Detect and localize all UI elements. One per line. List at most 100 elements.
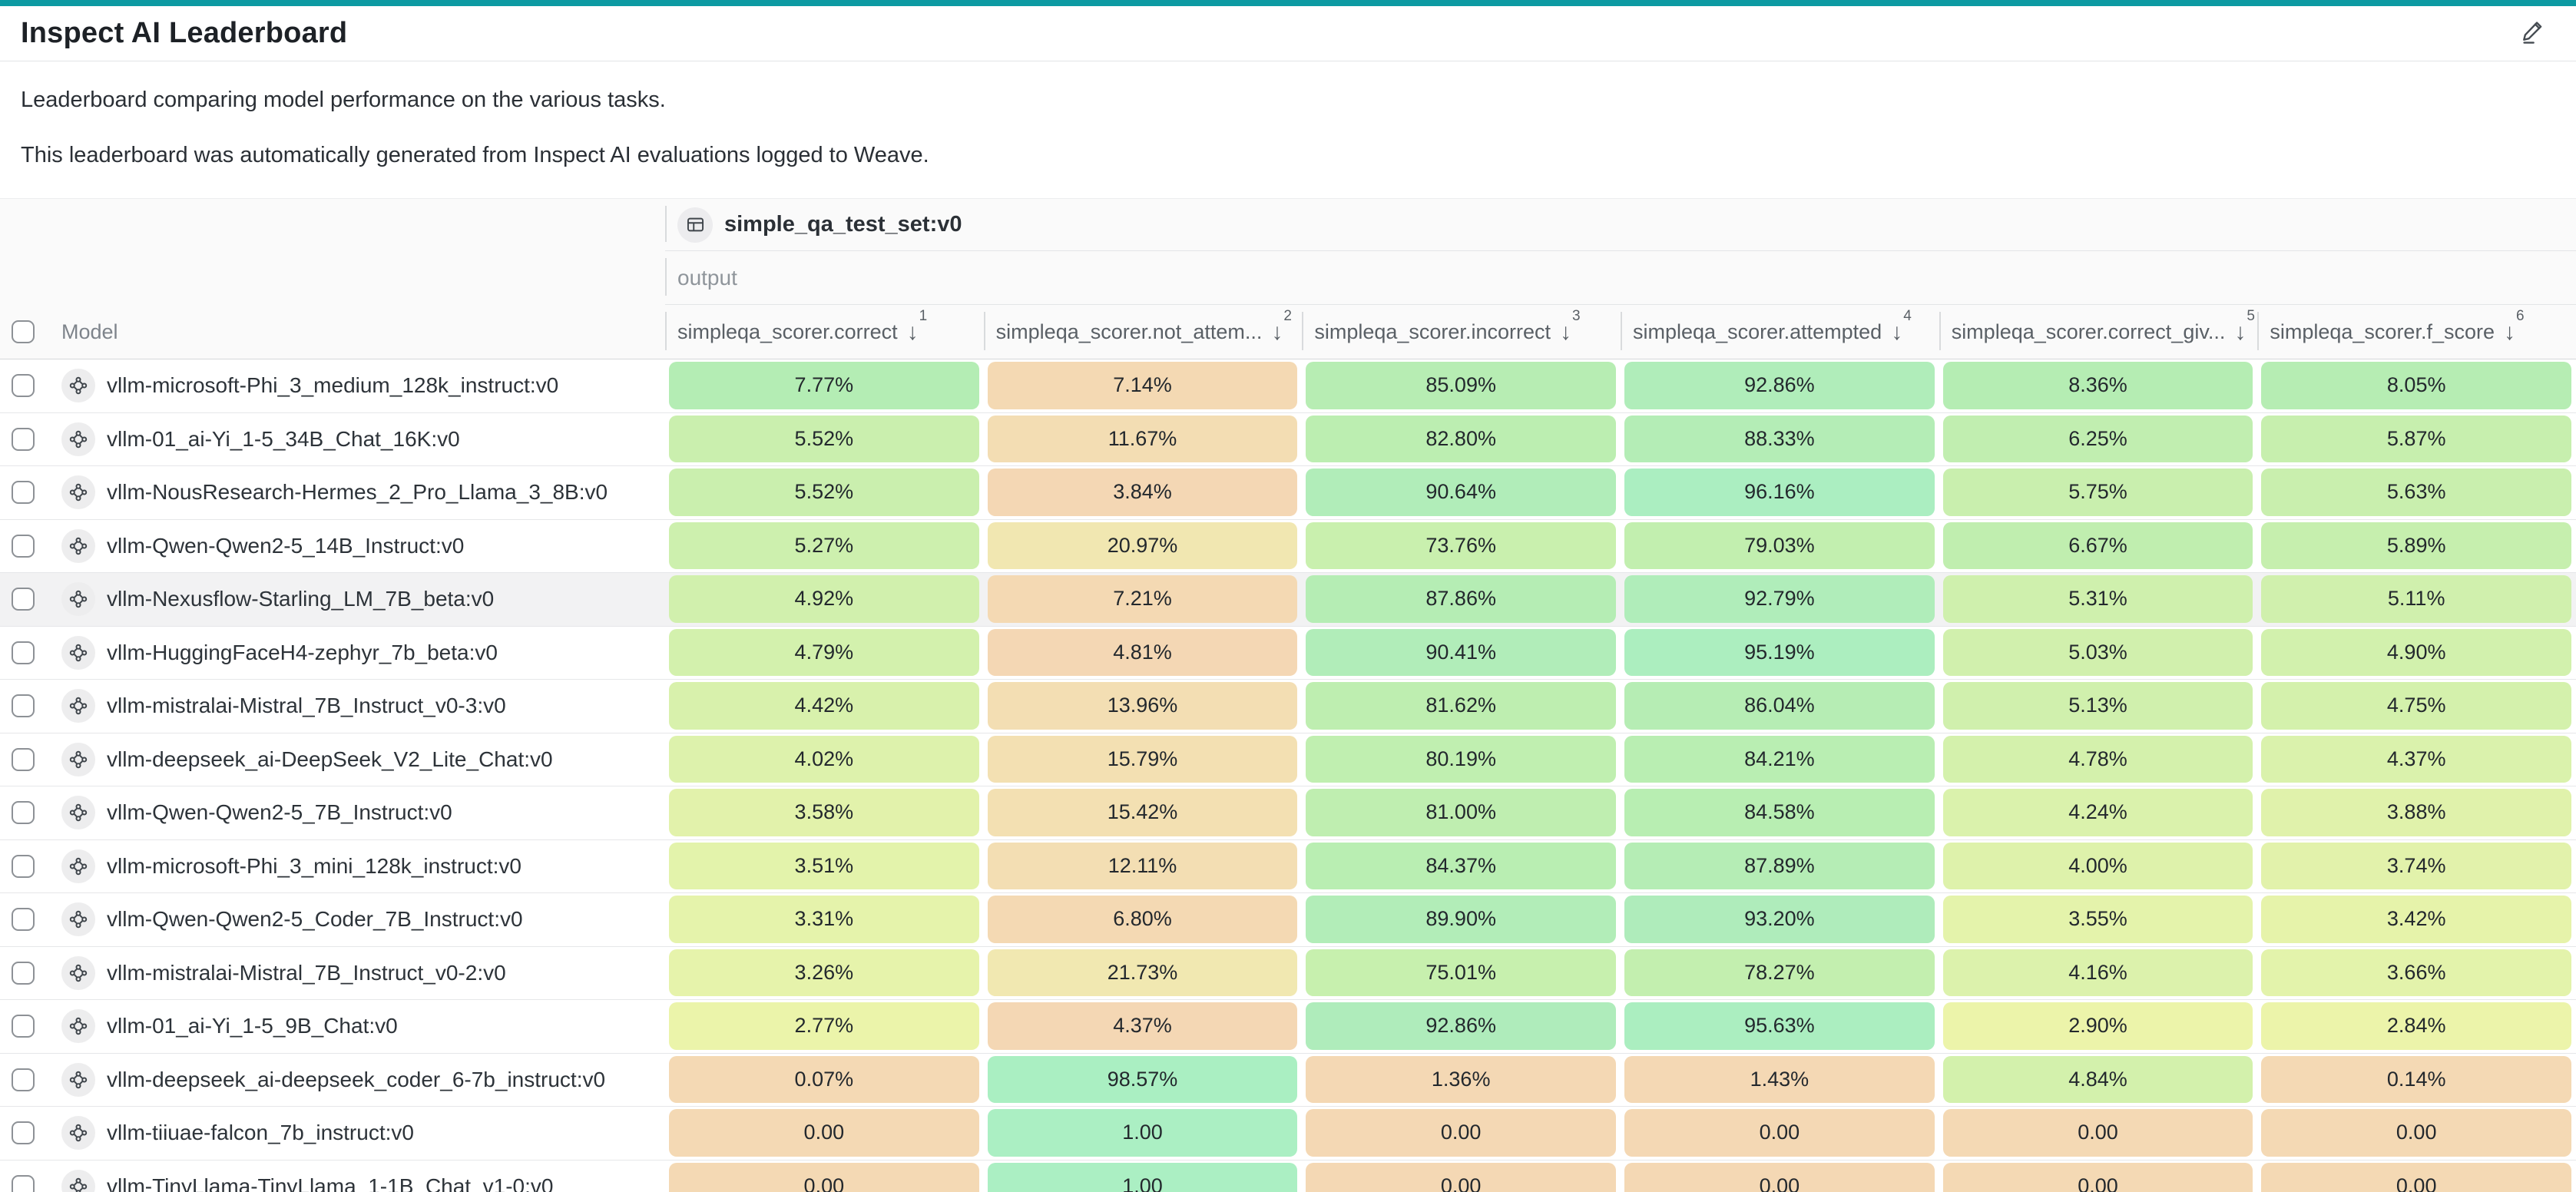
score-value-pill[interactable]: 92.86% [1306, 1002, 1617, 1050]
sort-arrow-icon[interactable]: ↓6 [2504, 307, 2525, 345]
score-value-pill[interactable]: 3.84% [987, 469, 1298, 516]
scorer-column-header-1[interactable]: simpleqa_scorer.correct ↓1 [665, 305, 984, 359]
score-value-pill[interactable]: 80.19% [1306, 735, 1617, 783]
score-value-pill[interactable]: 0.00 [2261, 1109, 2572, 1157]
row-checkbox[interactable] [12, 961, 35, 985]
score-value-pill[interactable]: 3.31% [669, 896, 979, 943]
table-row[interactable]: vllm-microsoft-Phi_3_medium_128k_instruc… [0, 359, 2576, 413]
score-value-pill[interactable]: 4.84% [1942, 1055, 2253, 1103]
score-value-pill[interactable]: 0.00 [1306, 1109, 1617, 1157]
score-value-pill[interactable]: 3.66% [2261, 949, 2572, 996]
model-cell[interactable]: vllm-deepseek_ai-DeepSeek_V2_Lite_Chat:v… [46, 733, 665, 786]
score-value-pill[interactable]: 5.87% [2261, 415, 2572, 462]
score-value-pill[interactable]: 7.77% [669, 362, 979, 409]
dataset-group-header[interactable]: simple_qa_test_set:v0 [665, 199, 2576, 251]
score-value-pill[interactable]: 3.42% [2261, 896, 2572, 943]
score-value-pill[interactable]: 13.96% [987, 682, 1298, 730]
row-checkbox[interactable] [12, 801, 35, 825]
scorer-column-header-5[interactable]: simpleqa_scorer.correct_giv... ↓5 [1939, 305, 2258, 359]
score-value-pill[interactable]: 88.33% [1624, 415, 1935, 462]
row-checkbox[interactable] [12, 908, 35, 932]
row-checkbox[interactable] [12, 588, 35, 611]
score-value-pill[interactable]: 12.11% [987, 842, 1298, 889]
score-value-pill[interactable]: 90.41% [1306, 628, 1617, 676]
score-value-pill[interactable]: 96.16% [1624, 469, 1935, 516]
score-value-pill[interactable]: 78.27% [1624, 949, 1935, 996]
row-checkbox[interactable] [12, 694, 35, 718]
model-cell[interactable]: vllm-01_ai-Yi_1-5_34B_Chat_16K:v0 [46, 413, 665, 466]
score-value-pill[interactable]: 79.03% [1624, 522, 1935, 569]
score-value-pill[interactable]: 4.24% [1942, 789, 2253, 836]
score-value-pill[interactable]: 15.42% [987, 789, 1298, 836]
score-value-pill[interactable]: 1.00 [987, 1109, 1298, 1157]
score-value-pill[interactable]: 2.90% [1942, 1002, 2253, 1050]
row-checkbox[interactable] [12, 481, 35, 505]
score-value-pill[interactable]: 2.77% [669, 1002, 979, 1050]
score-value-pill[interactable]: 15.79% [987, 735, 1298, 783]
sort-arrow-icon[interactable]: ↓4 [1891, 307, 1912, 345]
score-value-pill[interactable]: 4.78% [1942, 735, 2253, 783]
score-value-pill[interactable]: 5.63% [2261, 469, 2572, 516]
model-column-header[interactable]: Model [46, 305, 665, 359]
score-value-pill[interactable]: 5.13% [1942, 682, 2253, 730]
table-row[interactable]: vllm-Qwen-Qwen2-5_14B_Instruct:v0 5.27% 20… [0, 519, 2576, 573]
model-cell[interactable]: vllm-microsoft-Phi_3_medium_128k_instruc… [46, 359, 665, 412]
score-value-pill[interactable]: 85.09% [1306, 362, 1617, 409]
row-checkbox[interactable] [12, 534, 35, 558]
score-value-pill[interactable]: 4.37% [2261, 735, 2572, 783]
scorer-column-header-2[interactable]: simpleqa_scorer.not_attem... ↓2 [983, 305, 1303, 359]
sort-arrow-icon[interactable]: ↓1 [906, 307, 928, 345]
table-row[interactable]: vllm-tiiuae-falcon_7b_instruct:v0 0.00 1.0… [0, 1107, 2576, 1161]
score-value-pill[interactable]: 5.31% [1942, 575, 2253, 623]
score-value-pill[interactable]: 0.07% [669, 1055, 979, 1103]
table-row[interactable]: vllm-mistralai-Mistral_7B_Instruct_v0-2:… [0, 946, 2576, 1000]
score-value-pill[interactable]: 6.80% [987, 896, 1298, 943]
table-row[interactable]: vllm-01_ai-Yi_1-5_34B_Chat_16K:v0 5.52% 11… [0, 412, 2576, 466]
scorer-column-header-6[interactable]: simpleqa_scorer.f_score ↓6 [2257, 305, 2576, 359]
row-checkbox[interactable] [12, 854, 35, 878]
score-value-pill[interactable]: 5.11% [2261, 575, 2572, 623]
table-row[interactable]: vllm-deepseek_ai-DeepSeek_V2_Lite_Chat:v… [0, 733, 2576, 786]
score-value-pill[interactable]: 87.86% [1306, 575, 1617, 623]
score-value-pill[interactable]: 92.86% [1624, 362, 1935, 409]
row-checkbox[interactable] [12, 1174, 35, 1192]
model-cell[interactable]: vllm-01_ai-Yi_1-5_9B_Chat:v0 [46, 1000, 665, 1053]
score-value-pill[interactable]: 4.00% [1942, 842, 2253, 889]
score-value-pill[interactable]: 6.25% [1942, 415, 2253, 462]
row-checkbox[interactable] [12, 1068, 35, 1091]
score-value-pill[interactable]: 3.55% [1942, 896, 2253, 943]
score-value-pill[interactable]: 95.63% [1624, 1002, 1935, 1050]
score-value-pill[interactable]: 90.64% [1306, 469, 1617, 516]
score-value-pill[interactable]: 4.81% [987, 628, 1298, 676]
score-value-pill[interactable]: 87.89% [1624, 842, 1935, 889]
score-value-pill[interactable]: 4.79% [669, 628, 979, 676]
model-cell[interactable]: vllm-NousResearch-Hermes_2_Pro_Llama_3_8… [46, 466, 665, 519]
score-value-pill[interactable]: 0.00 [1942, 1109, 2253, 1157]
score-value-pill[interactable]: 84.37% [1306, 842, 1617, 889]
score-value-pill[interactable]: 0.00 [1624, 1162, 1935, 1192]
score-value-pill[interactable]: 3.74% [2261, 842, 2572, 889]
score-value-pill[interactable]: 4.37% [987, 1002, 1298, 1050]
score-value-pill[interactable]: 7.14% [987, 362, 1298, 409]
score-value-pill[interactable]: 5.52% [669, 415, 979, 462]
row-checkbox[interactable] [12, 641, 35, 664]
model-cell[interactable]: vllm-TinyLlama-TinyLlama_1-1B_Chat_v1-0:… [46, 1161, 665, 1192]
scorer-column-header-4[interactable]: simpleqa_scorer.attempted ↓4 [1621, 305, 1939, 359]
model-cell[interactable]: vllm-mistralai-Mistral_7B_Instruct_v0-2:… [46, 947, 665, 1000]
table-row[interactable]: vllm-TinyLlama-TinyLlama_1-1B_Chat_v1-0:… [0, 1160, 2576, 1192]
sort-arrow-icon[interactable]: ↓3 [1559, 307, 1581, 345]
score-value-pill[interactable]: 7.21% [987, 575, 1298, 623]
score-value-pill[interactable]: 0.00 [669, 1109, 979, 1157]
score-value-pill[interactable]: 93.20% [1624, 896, 1935, 943]
model-cell[interactable]: vllm-microsoft-Phi_3_mini_128k_instruct:… [46, 840, 665, 893]
score-value-pill[interactable]: 4.02% [669, 735, 979, 783]
table-row[interactable]: vllm-mistralai-Mistral_7B_Instruct_v0-3:… [0, 680, 2576, 733]
row-checkbox[interactable] [12, 1121, 35, 1145]
score-value-pill[interactable]: 6.67% [1942, 522, 2253, 569]
score-value-pill[interactable]: 81.62% [1306, 682, 1617, 730]
score-value-pill[interactable]: 86.04% [1624, 682, 1935, 730]
score-value-pill[interactable]: 5.89% [2261, 522, 2572, 569]
score-value-pill[interactable]: 1.36% [1306, 1055, 1617, 1103]
table-row[interactable]: vllm-NousResearch-Hermes_2_Pro_Llama_3_8… [0, 466, 2576, 520]
score-value-pill[interactable]: 4.92% [669, 575, 979, 623]
